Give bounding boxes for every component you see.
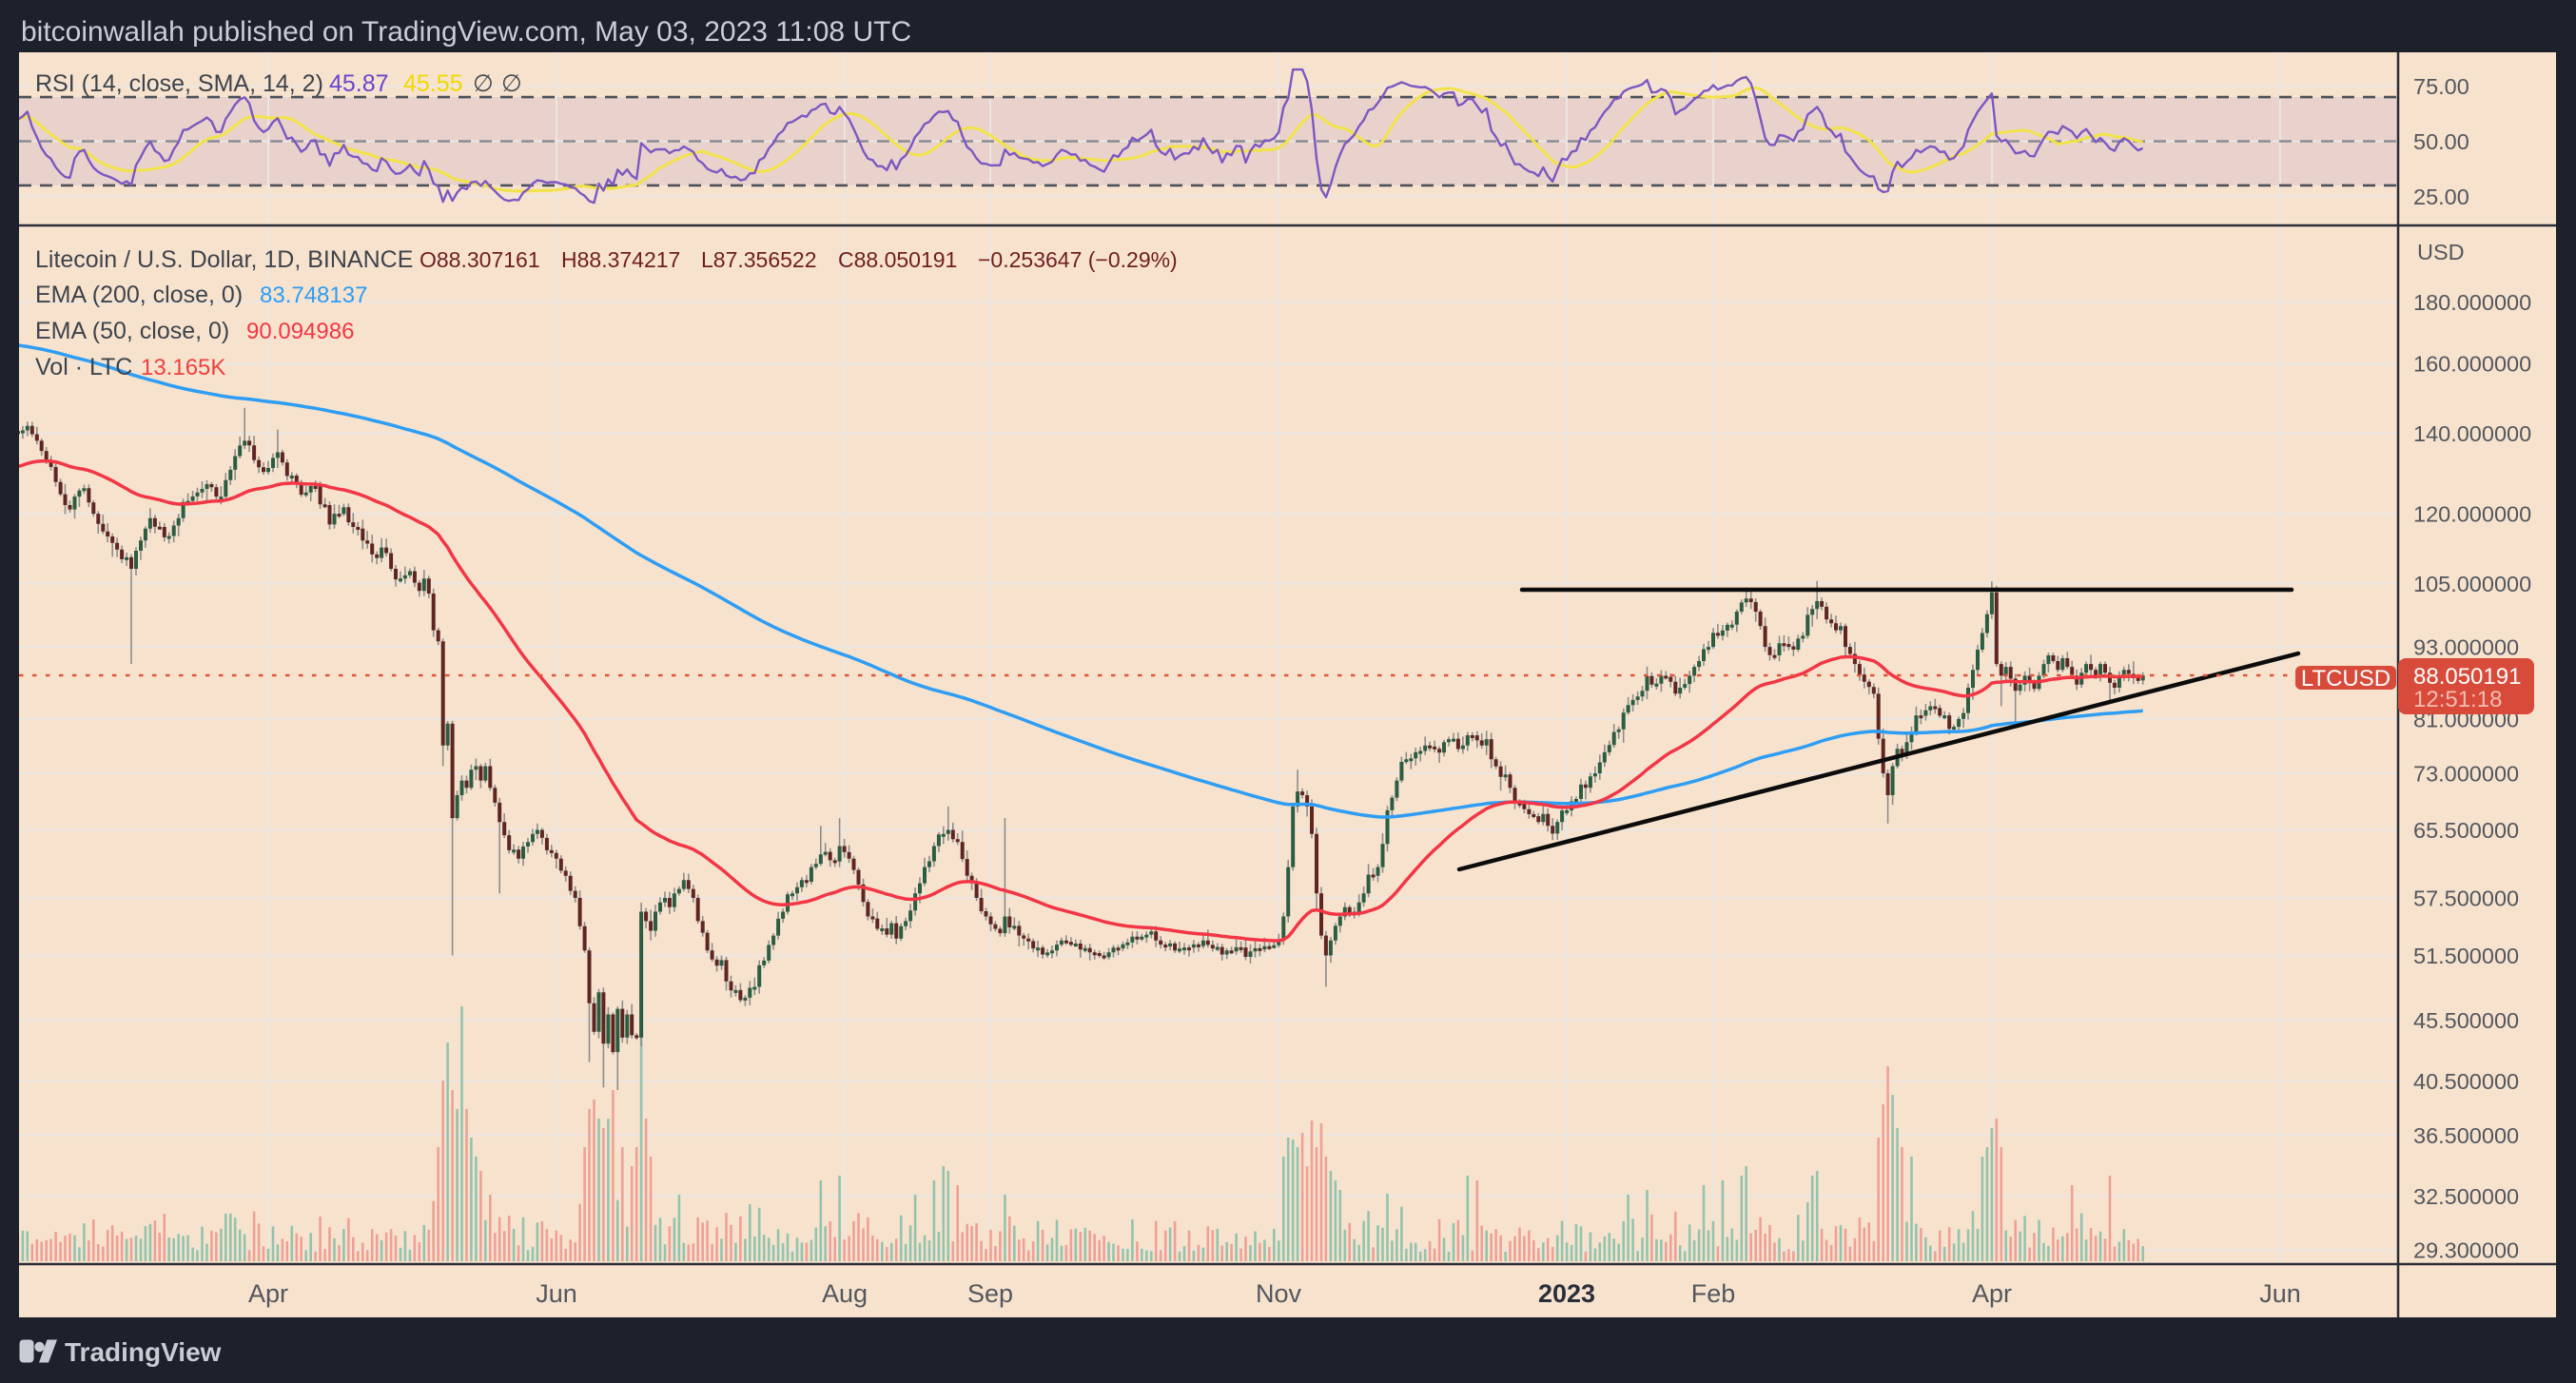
svg-text:180.000000: 180.000000 bbox=[2413, 290, 2531, 315]
svg-text:75.00: 75.00 bbox=[2413, 74, 2469, 99]
svg-text:29.300000: 29.300000 bbox=[2413, 1238, 2519, 1263]
svg-text:∅: ∅ bbox=[473, 70, 494, 97]
svg-text:USD: USD bbox=[2417, 240, 2465, 264]
svg-text:45.87: 45.87 bbox=[329, 70, 389, 97]
svg-text:50.00: 50.00 bbox=[2413, 129, 2469, 154]
svg-text:83.748137: 83.748137 bbox=[260, 282, 367, 308]
svg-text:13.165K: 13.165K bbox=[141, 355, 225, 380]
svg-text:25.00: 25.00 bbox=[2413, 185, 2469, 209]
svg-text:Jun: Jun bbox=[2259, 1279, 2301, 1308]
svg-text:160.000000: 160.000000 bbox=[2413, 352, 2531, 377]
svg-text:12:51:18: 12:51:18 bbox=[2413, 687, 2502, 712]
svg-text:RSI (14, close, SMA, 14, 2): RSI (14, close, SMA, 14, 2) bbox=[35, 70, 323, 97]
svg-text:93.000000: 93.000000 bbox=[2413, 635, 2519, 660]
svg-text:LTCUSD: LTCUSD bbox=[2301, 666, 2391, 692]
svg-text:90.094986: 90.094986 bbox=[246, 319, 354, 344]
svg-text:40.500000: 40.500000 bbox=[2413, 1069, 2519, 1094]
svg-text:EMA (50, close, 0): EMA (50, close, 0) bbox=[35, 318, 229, 344]
svg-text:120.000000: 120.000000 bbox=[2413, 502, 2531, 527]
svg-text:32.500000: 32.500000 bbox=[2413, 1184, 2519, 1209]
svg-text:Litecoin / U.S. Dollar, 1D, BI: Litecoin / U.S. Dollar, 1D, BINANCE bbox=[35, 246, 413, 273]
svg-text:57.500000: 57.500000 bbox=[2413, 886, 2519, 911]
svg-text:H88.374217: H88.374217 bbox=[561, 247, 680, 272]
svg-text:45.500000: 45.500000 bbox=[2413, 1008, 2519, 1033]
svg-text:45.55: 45.55 bbox=[403, 70, 463, 97]
svg-text:73.000000: 73.000000 bbox=[2413, 762, 2519, 787]
svg-text:Vol · LTC: Vol · LTC bbox=[35, 354, 132, 380]
svg-text:∅: ∅ bbox=[501, 70, 522, 97]
svg-text:2023: 2023 bbox=[1538, 1279, 1595, 1308]
svg-text:C88.050191: C88.050191 bbox=[838, 247, 957, 272]
svg-text:140.000000: 140.000000 bbox=[2413, 421, 2531, 446]
svg-text:EMA (200, close, 0): EMA (200, close, 0) bbox=[35, 282, 243, 308]
svg-text:bitcoinwallah published on Tra: bitcoinwallah published on TradingView.c… bbox=[21, 16, 911, 48]
svg-text:36.500000: 36.500000 bbox=[2413, 1123, 2519, 1148]
svg-text:Apr: Apr bbox=[1972, 1279, 2012, 1308]
svg-text:Sep: Sep bbox=[967, 1279, 1013, 1308]
svg-text:−0.253647 (−0.29%): −0.253647 (−0.29%) bbox=[978, 247, 1178, 272]
svg-text:O88.307161: O88.307161 bbox=[420, 247, 540, 272]
svg-text:Apr: Apr bbox=[248, 1279, 288, 1308]
svg-text:51.500000: 51.500000 bbox=[2413, 944, 2519, 968]
svg-text:Aug: Aug bbox=[822, 1279, 868, 1308]
svg-text:88.050191: 88.050191 bbox=[2413, 664, 2521, 690]
svg-text:65.500000: 65.500000 bbox=[2413, 818, 2519, 843]
svg-text:105.000000: 105.000000 bbox=[2413, 572, 2531, 596]
svg-text:Nov: Nov bbox=[1256, 1279, 1302, 1308]
svg-text:L87.356522: L87.356522 bbox=[701, 247, 817, 272]
svg-text:Jun: Jun bbox=[536, 1279, 577, 1308]
svg-text:Feb: Feb bbox=[1691, 1279, 1736, 1308]
svg-text:TradingView: TradingView bbox=[65, 1337, 222, 1367]
